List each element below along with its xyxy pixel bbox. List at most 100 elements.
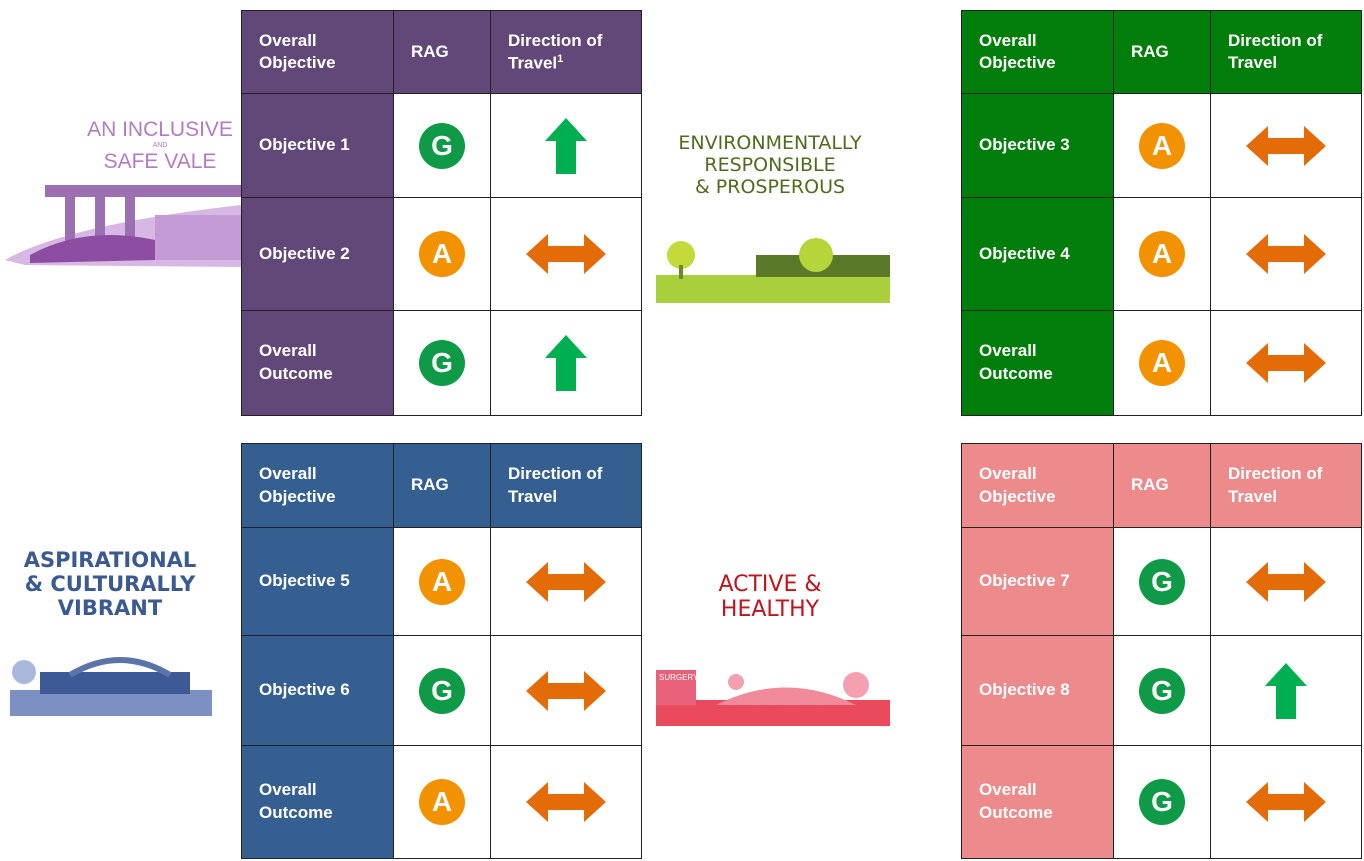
direction-arrow xyxy=(1246,234,1326,274)
rag-badge: A xyxy=(1139,122,1185,169)
direction-arrow xyxy=(1246,561,1326,602)
header-cell: Overall Objective xyxy=(241,10,394,94)
objective-cell: Overall Outcome xyxy=(241,745,394,859)
header-cell: Direction of Travel1 xyxy=(490,10,642,94)
arrow-shape xyxy=(526,234,606,274)
rag-cell: A xyxy=(393,527,491,636)
arrow-shape xyxy=(1246,782,1326,822)
label-line: ENVIRONMENTALLY xyxy=(678,132,862,154)
arrow-shape xyxy=(1246,125,1326,166)
objective-text: Overall Outcome xyxy=(259,341,333,383)
direction-arrow xyxy=(1246,343,1326,383)
header-text: Overall Objective xyxy=(259,30,336,72)
label-line: ACTIVE & xyxy=(718,572,822,597)
rag-cell: G xyxy=(1113,745,1211,859)
rag-cell: G xyxy=(1113,635,1211,746)
objective-text: Overall Outcome xyxy=(259,780,333,822)
label-line: AND xyxy=(152,142,168,150)
rag-badge: G xyxy=(1139,558,1185,605)
rag-cell: A xyxy=(393,197,491,311)
inclusive-image xyxy=(5,185,241,267)
rag-cell: G xyxy=(1113,527,1211,636)
objective-text: Objective 7 xyxy=(979,571,1070,591)
arrow-shape xyxy=(526,561,606,602)
objective-text: Objective 3 xyxy=(979,135,1070,155)
surgery-sign: SURGERY xyxy=(659,673,699,682)
objective-cell: Overall Outcome xyxy=(241,310,394,416)
objective-cell: Objective 7 xyxy=(961,527,1114,636)
label-line: & PROSPEROUS xyxy=(694,175,846,198)
section-label: ENVIRONMENTALLY RESPONSIBLE & PROSPEROUS xyxy=(640,132,900,199)
direction-cell xyxy=(490,197,642,311)
objective-text: Overall Outcome xyxy=(979,341,1053,383)
direction-arrow xyxy=(526,670,606,711)
objective-cell: Objective 5 xyxy=(241,527,394,636)
header-text: RAG xyxy=(411,475,449,495)
header-text: RAG xyxy=(411,41,449,61)
direction-arrow xyxy=(526,782,606,822)
header-cell: RAG xyxy=(393,443,491,528)
environment-image xyxy=(656,238,890,303)
rag-cell: G xyxy=(393,310,491,416)
section-label: ACTIVE & HEALTHY xyxy=(670,572,870,623)
header-text: Overall Objective xyxy=(979,30,1056,72)
header-cell: RAG xyxy=(1113,443,1211,528)
objective-cell: Objective 6 xyxy=(241,635,394,746)
label-line: ASPIRATIONAL xyxy=(23,548,197,572)
section-label: AN INCLUSIVE AND SAFE VALE xyxy=(80,118,240,174)
rag-badge: A xyxy=(1139,340,1185,386)
direction-cell xyxy=(490,635,642,746)
objective-cell: Overall Outcome xyxy=(961,310,1114,416)
objective-cell: Objective 4 xyxy=(961,197,1114,311)
header-cell: RAG xyxy=(1113,10,1211,94)
rag-cell: A xyxy=(1113,93,1211,198)
rag-badge: G xyxy=(1139,667,1185,714)
arrow-shape xyxy=(1246,561,1326,602)
arrow-shape xyxy=(1265,662,1307,719)
objective-cell: Overall Outcome xyxy=(961,745,1114,859)
arrow-shape xyxy=(526,670,606,711)
header-cell: Direction of Travel xyxy=(1210,10,1362,94)
header-text: Overall Objective xyxy=(979,464,1056,506)
objective-text: Objective 5 xyxy=(259,571,350,591)
header-text: RAG xyxy=(1131,41,1169,61)
header-text: Direction of Travel xyxy=(1228,464,1323,506)
rag-badge: G xyxy=(419,122,465,169)
direction-arrow xyxy=(1246,125,1326,166)
objective-cell: Objective 2 xyxy=(241,197,394,311)
header-text: RAG xyxy=(1131,475,1169,495)
arrow-shape xyxy=(545,117,587,174)
rag-badge: G xyxy=(419,667,465,714)
header-cell: Overall Objective xyxy=(961,10,1114,94)
direction-cell xyxy=(490,310,642,416)
label-line: RESPONSIBLE xyxy=(704,153,836,176)
direction-cell xyxy=(1210,745,1362,859)
objective-cell: Objective 3 xyxy=(961,93,1114,198)
rag-badge: A xyxy=(419,558,465,605)
direction-cell xyxy=(1210,635,1362,746)
rag-cell: A xyxy=(1113,197,1211,311)
vibrant-image xyxy=(10,657,212,716)
objective-text: Objective 1 xyxy=(259,135,350,155)
arrow-shape xyxy=(526,782,606,822)
arrow-shape xyxy=(1246,234,1326,274)
direction-arrow xyxy=(545,335,587,391)
direction-cell xyxy=(1210,93,1362,198)
arrow-shape xyxy=(1246,343,1326,383)
rag-badge: A xyxy=(419,231,465,277)
objective-cell: Objective 1 xyxy=(241,93,394,198)
direction-cell xyxy=(490,745,642,859)
direction-cell xyxy=(490,527,642,636)
header-cell: Overall Objective xyxy=(961,443,1114,528)
direction-cell xyxy=(1210,527,1362,636)
direction-cell xyxy=(490,93,642,198)
healthy-image: SURGERY xyxy=(656,670,890,726)
objective-text: Overall Outcome xyxy=(979,780,1053,822)
label-line: HEALTHY xyxy=(720,597,820,623)
rag-badge: G xyxy=(1139,779,1185,825)
direction-cell xyxy=(1210,197,1362,311)
rag-cell: A xyxy=(1113,310,1211,416)
header-text: Direction of Travel xyxy=(508,464,603,506)
header-cell: Direction of Travel xyxy=(1210,443,1362,528)
